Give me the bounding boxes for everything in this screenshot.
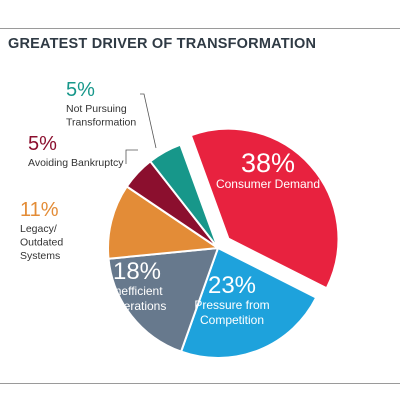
slice-value-not-pursuing-transformation: 5% — [66, 79, 95, 101]
slice-value-legacy-outdated-systems: 11% — [20, 199, 59, 221]
slice-label-pressure-from-competition-line-1: Pressure from — [194, 298, 269, 312]
pie-slice-inefficient-operations — [107, 246, 220, 353]
top-rule — [0, 28, 400, 29]
slice-value-avoiding-bankruptcy: 5% — [28, 133, 57, 155]
slice-label-not-pursuing-transformation-line-2: Transformation — [66, 117, 136, 129]
slice-label-inefficient-operations-line-1: Inefficient — [111, 284, 163, 298]
leader-line-avoiding-bankruptcy — [125, 149, 138, 164]
slice-value-inefficient-operations: 18% — [113, 258, 161, 285]
slice-labels: 38%Consumer Demand 23%Pressure fromCompet… — [20, 79, 320, 327]
leader-line-not-pursuing-transformation — [140, 93, 157, 149]
slice-label-not-pursuing-transformation-line-1: Not Pursuing — [66, 103, 127, 115]
slice-label-consumer-demand-line-1: Consumer Demand — [216, 177, 320, 191]
pie-slice-pressure-from-competition — [179, 246, 318, 359]
pie-slice-consumer-demand — [189, 127, 340, 290]
leader-lines — [125, 93, 157, 164]
slice-label-legacy-outdated-systems-line-2: Outdated — [20, 237, 63, 249]
slice-label-avoiding-bankruptcy-line-1: Avoiding Bankruptcy — [28, 157, 124, 169]
slice-label-inefficient-operations-line-2: Operations — [108, 299, 167, 313]
pie-slice-legacy-outdated-systems — [107, 185, 221, 260]
slice-label-legacy-outdated-systems-line-3: Systems — [20, 250, 60, 262]
slice-value-pressure-from-competition: 23% — [208, 272, 256, 299]
slice-label-pressure-from-competition-line-2: Competition — [200, 313, 264, 327]
bottom-rule — [0, 383, 400, 384]
pie-slice-not-pursuing-transformation — [148, 143, 219, 249]
pie-slices — [107, 127, 340, 359]
slice-value-consumer-demand: 38% — [241, 148, 295, 178]
chart-title: GREATEST DRIVER OF TRANSFORMATION — [8, 36, 317, 52]
slice-label-legacy-outdated-systems-line-1: Legacy/ — [20, 223, 57, 235]
